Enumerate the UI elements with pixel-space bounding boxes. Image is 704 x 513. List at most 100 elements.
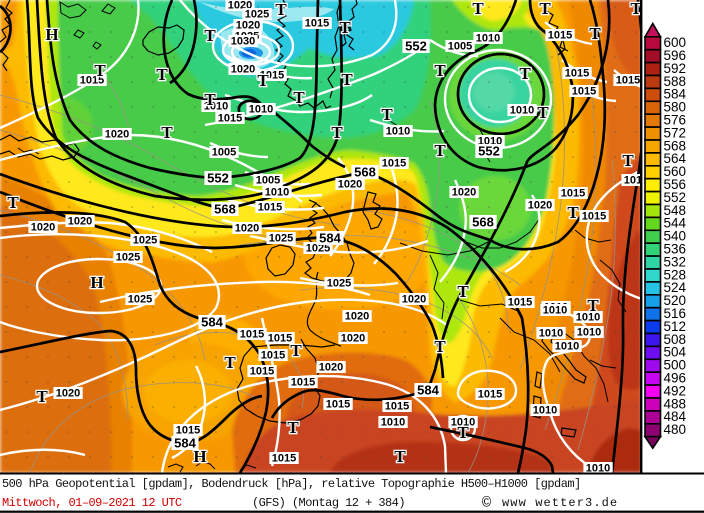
svg-text:1010: 1010 (249, 103, 273, 115)
svg-text:1020: 1020 (319, 361, 343, 373)
svg-text:1015: 1015 (176, 424, 200, 436)
svg-text:592: 592 (664, 61, 687, 76)
svg-text:Mittwoch, 01–09–2021 12 UTC: Mittwoch, 01–09–2021 12 UTC (2, 496, 182, 510)
svg-text:T: T (204, 90, 216, 109)
svg-text:500 hPa Geopotential [gpdam],: 500 hPa Geopotential [gpdam], Bodendruck… (2, 477, 581, 491)
svg-text:1015: 1015 (572, 85, 596, 97)
svg-text:1020: 1020 (68, 215, 92, 227)
svg-text:584: 584 (319, 230, 341, 245)
svg-text:480: 480 (664, 422, 687, 437)
svg-text:600: 600 (664, 35, 687, 50)
svg-text:H: H (90, 273, 103, 292)
svg-text:T: T (434, 337, 446, 356)
svg-text:524: 524 (664, 280, 687, 295)
svg-text:T: T (257, 71, 269, 90)
svg-text:1010: 1010 (533, 404, 557, 416)
svg-text:T: T (7, 193, 19, 212)
svg-text:516: 516 (664, 306, 687, 321)
svg-text:500: 500 (664, 358, 687, 373)
svg-text:1015: 1015 (268, 332, 292, 344)
svg-text:1020: 1020 (402, 293, 426, 305)
svg-text:T: T (156, 65, 168, 84)
svg-text:584: 584 (201, 314, 223, 329)
svg-text:H: H (45, 25, 58, 44)
svg-text:T: T (457, 423, 469, 442)
svg-text:1015: 1015 (272, 452, 296, 464)
svg-text:T: T (567, 203, 579, 222)
svg-text:496: 496 (664, 371, 687, 386)
svg-text:1005: 1005 (212, 146, 236, 158)
svg-text:584: 584 (417, 382, 439, 397)
svg-text:(GFS) (Montag 12 + 384): (GFS) (Montag 12 + 384) (252, 496, 405, 510)
svg-text:1015: 1015 (80, 74, 104, 86)
svg-text:1020: 1020 (231, 63, 255, 75)
svg-text:T: T (287, 418, 299, 437)
svg-text:1015: 1015 (561, 187, 585, 199)
svg-text:1025: 1025 (128, 293, 152, 305)
svg-text:1025: 1025 (306, 242, 330, 254)
svg-text:1010: 1010 (577, 326, 601, 338)
svg-text:T: T (537, 103, 549, 122)
svg-text:T: T (290, 341, 302, 360)
svg-text:1020: 1020 (228, 0, 252, 11)
svg-text:492: 492 (664, 383, 687, 398)
svg-text:1025: 1025 (269, 232, 293, 244)
svg-text:488: 488 (664, 396, 687, 411)
svg-text:T: T (434, 141, 446, 160)
svg-text:1015: 1015 (305, 17, 329, 29)
svg-text:T: T (161, 123, 173, 142)
svg-text:508: 508 (664, 332, 687, 347)
svg-text:T: T (204, 26, 216, 45)
svg-text:1020: 1020 (56, 387, 80, 399)
svg-text:556: 556 (664, 177, 687, 192)
svg-text:568: 568 (214, 201, 236, 216)
svg-text:H: H (193, 447, 206, 466)
svg-text:1010: 1010 (543, 304, 567, 316)
svg-text:572: 572 (664, 125, 687, 140)
svg-text:552: 552 (207, 170, 229, 185)
svg-text:504: 504 (664, 345, 687, 360)
svg-text:596: 596 (664, 48, 687, 63)
svg-text:1025: 1025 (245, 8, 269, 20)
svg-text:1020: 1020 (31, 221, 55, 233)
svg-text:T: T (275, 0, 287, 19)
svg-text:552: 552 (478, 143, 500, 158)
svg-text:1025: 1025 (116, 251, 140, 263)
svg-text:1015: 1015 (385, 400, 409, 412)
svg-text:548: 548 (664, 203, 687, 218)
svg-text:1010: 1010 (386, 125, 410, 137)
svg-text:1020: 1020 (235, 222, 259, 234)
svg-text:1015: 1015 (548, 29, 572, 41)
svg-text:560: 560 (664, 164, 687, 179)
svg-text:540: 540 (664, 229, 687, 244)
svg-text:576: 576 (664, 113, 687, 128)
svg-text:1010: 1010 (555, 340, 579, 352)
svg-text:T: T (457, 282, 469, 301)
svg-text:536: 536 (664, 242, 687, 257)
svg-text:1025: 1025 (327, 277, 351, 289)
svg-text:1010: 1010 (265, 186, 289, 198)
svg-text:1010: 1010 (451, 416, 475, 428)
svg-text:1015: 1015 (624, 174, 648, 186)
svg-text:1010: 1010 (204, 100, 228, 112)
svg-text:www wetter3.de: www wetter3.de (502, 496, 618, 510)
svg-text:T: T (224, 353, 236, 372)
svg-text:564: 564 (664, 151, 687, 166)
svg-text:1010: 1010 (539, 327, 563, 339)
svg-text:T: T (331, 123, 343, 142)
svg-text:1005: 1005 (256, 174, 280, 186)
svg-text:520: 520 (664, 293, 687, 308)
svg-text:T: T (341, 70, 353, 89)
svg-text:T: T (519, 64, 531, 83)
svg-text:1010: 1010 (510, 104, 534, 116)
svg-text:544: 544 (664, 216, 687, 231)
svg-text:1020: 1020 (341, 332, 365, 344)
svg-text:T: T (36, 387, 48, 406)
svg-text:1015: 1015 (258, 201, 282, 213)
svg-text:T: T (539, 0, 551, 18)
svg-text:T: T (472, 0, 484, 18)
svg-text:1015: 1015 (582, 210, 606, 222)
svg-text:1015: 1015 (261, 349, 285, 361)
svg-text:1005: 1005 (448, 40, 472, 52)
svg-text:528: 528 (664, 267, 687, 282)
